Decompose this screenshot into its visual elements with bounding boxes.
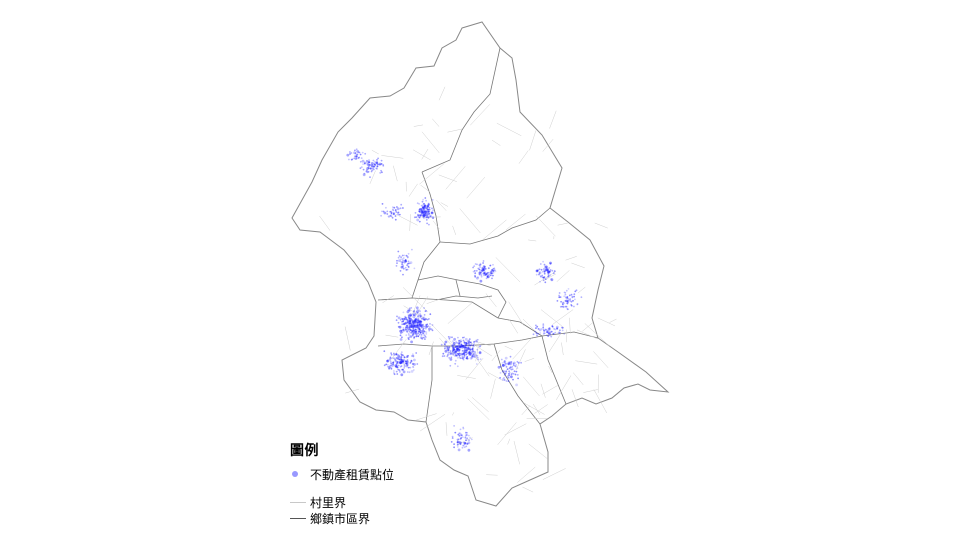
village-boundaries: [319, 86, 617, 493]
rental-points: [346, 148, 583, 452]
legend-label-rental-points: 不動產租賃點位: [310, 467, 395, 482]
thin-line-swatch-icon: [290, 497, 308, 507]
city-outline: [291, 21, 670, 507]
legend-item-village-boundary: 村里界: [290, 494, 394, 510]
thick-line-swatch-icon: [290, 513, 308, 523]
legend-label-village-boundary: 村里界: [310, 495, 347, 510]
district-boundaries: [377, 47, 599, 425]
point-swatch-icon: [290, 469, 308, 479]
legend-item-district-boundary: 鄉鎮市區界: [290, 510, 394, 526]
legend-label-district-boundary: 鄉鎮市區界: [310, 511, 371, 526]
legend: 圖例 不動產租賃點位 村里界 鄉鎮市區界: [290, 440, 394, 526]
legend-title: 圖例: [290, 443, 319, 459]
legend-item-rental-points: 不動產租賃點位: [290, 466, 394, 482]
